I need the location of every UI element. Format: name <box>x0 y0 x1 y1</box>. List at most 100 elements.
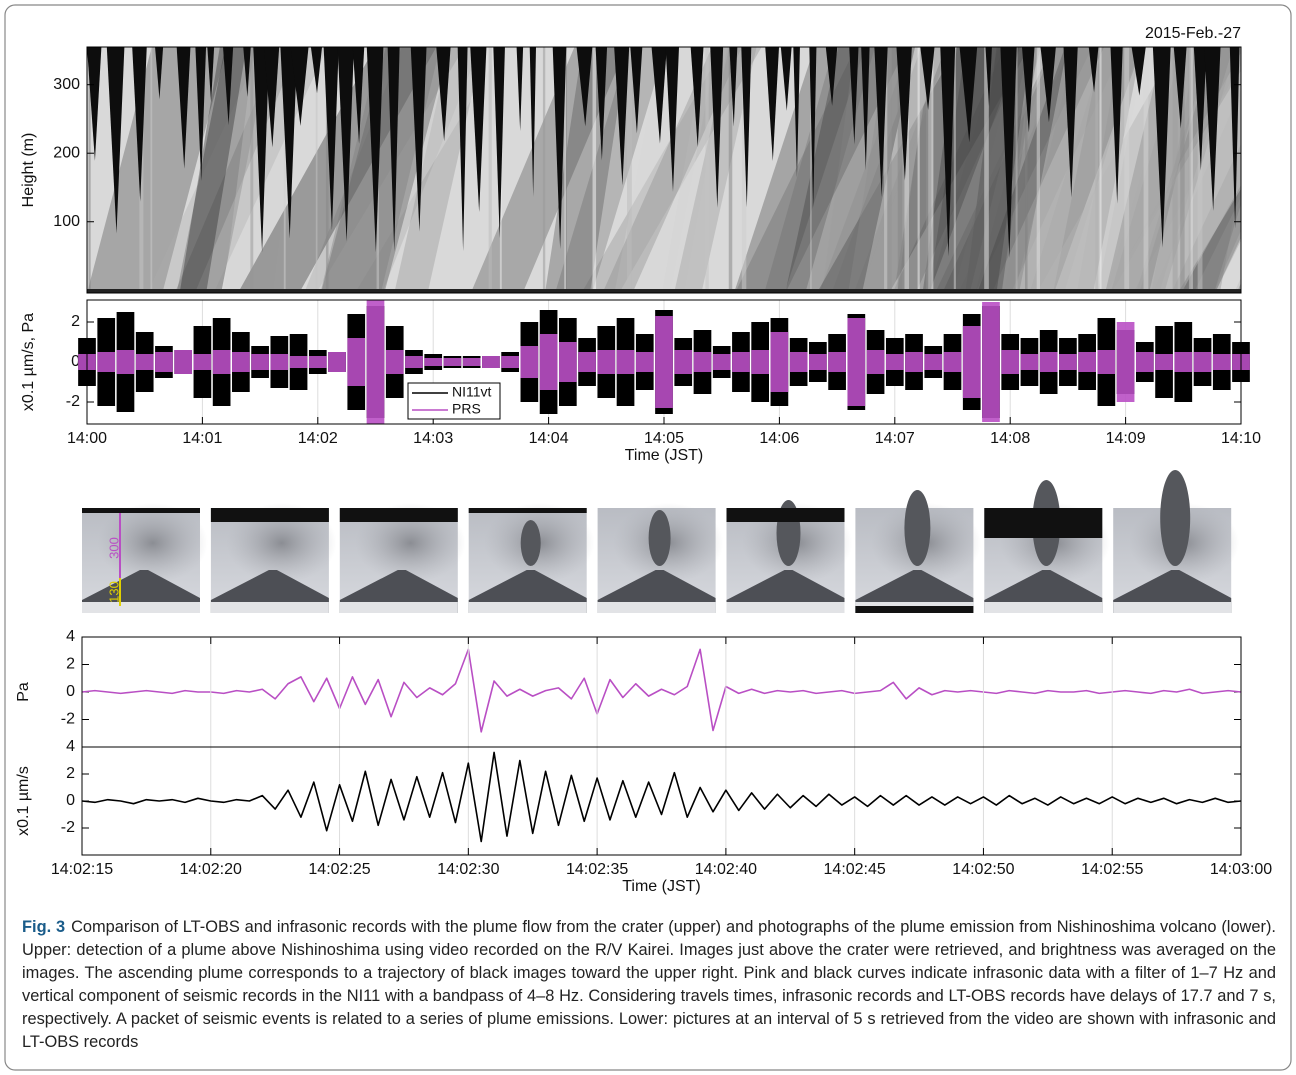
frame-strip <box>150 47 153 293</box>
plume-streak <box>958 47 1124 293</box>
envelope-bar <box>905 352 923 372</box>
caption: Fig. 3 Comparison of LT-OBS and infrasoni… <box>22 916 1276 1054</box>
frame-strip <box>1189 47 1193 293</box>
dark-spike <box>1063 47 1078 198</box>
plume-streak <box>928 47 1051 293</box>
envelope-bar <box>635 352 654 372</box>
envelope-bar <box>97 352 116 372</box>
plume-streak <box>1193 196 1241 293</box>
envelope-bar <box>732 352 750 372</box>
photo-mask <box>726 508 845 522</box>
plume-streak <box>953 47 1041 293</box>
frame-strip <box>917 47 920 293</box>
envelope-bar <box>866 350 885 374</box>
envelope-bar <box>558 342 577 382</box>
dark-spike <box>552 47 567 250</box>
dark-spike <box>765 47 780 161</box>
y-tick-label: 300 <box>53 76 80 93</box>
envelope-bar <box>308 356 327 368</box>
dark-spike <box>665 47 680 192</box>
envelope-bar <box>674 350 693 374</box>
y-tick-label: -2 <box>66 393 80 410</box>
x-axis-label: Time (JST) <box>622 878 701 895</box>
y-tick-label: -2 <box>61 711 75 728</box>
plume-streak <box>320 47 441 293</box>
plume-streak <box>174 47 299 293</box>
envelope-bar <box>1001 350 1020 374</box>
photo-cloud <box>355 503 466 583</box>
frame-strip <box>1036 47 1040 293</box>
envelope-bar <box>232 352 250 372</box>
dark-spike <box>195 47 207 181</box>
envelope-bar <box>174 350 193 374</box>
y-tick-label: 2 <box>71 313 80 330</box>
plume-streak <box>942 47 1105 293</box>
dark-spike <box>516 47 524 132</box>
envelope-bar <box>135 354 154 370</box>
photo <box>984 480 1111 613</box>
y-tick-label: 2 <box>66 656 75 673</box>
dark-spike <box>1173 47 1187 129</box>
envelope-bar <box>693 352 712 372</box>
photo <box>1113 470 1239 613</box>
photo-mask <box>855 606 974 613</box>
dark-spike <box>874 47 888 197</box>
envelope-bar <box>443 358 462 366</box>
envelope-bar <box>847 318 866 406</box>
frame-strip <box>488 47 492 293</box>
y-tick-label: -2 <box>61 819 75 836</box>
photo-label-300: 300 <box>106 537 121 559</box>
y-tick-label: 4 <box>66 628 75 645</box>
plume-streak <box>179 47 247 293</box>
envelope-bar <box>982 302 1000 422</box>
dark-spike <box>243 47 251 97</box>
x-tick-label: 14:04 <box>529 430 569 447</box>
photo <box>82 503 208 613</box>
y-axis-label: x0.1 µm/s, Pa <box>20 313 37 411</box>
dark-spike <box>780 47 792 111</box>
envelope-bar <box>155 352 173 372</box>
envelope-bar <box>482 356 500 368</box>
frame-strip <box>1015 47 1018 293</box>
plume-streak <box>147 47 328 293</box>
dark-spike <box>861 47 870 171</box>
x-tick-label: 14:02:25 <box>308 861 370 878</box>
plot-frame <box>86 299 1242 425</box>
x-tick-label: 14:02 <box>298 430 338 447</box>
photo-sea <box>597 602 716 613</box>
legend-label: PRS <box>452 401 481 417</box>
dark-spike <box>155 47 164 100</box>
envelope-bar <box>405 356 423 368</box>
envelope-bar <box>751 350 770 374</box>
photo-sea <box>468 602 587 613</box>
x-tick-label: 14:09 <box>1106 430 1146 447</box>
envelope-bar <box>347 338 366 386</box>
dark-spike <box>1229 47 1240 229</box>
photo-sea <box>726 602 845 613</box>
x-tick-label: 14:02:50 <box>952 861 1014 878</box>
envelope-bar <box>1097 350 1116 374</box>
dark-spike <box>366 47 384 253</box>
frame-strip <box>1188 47 1191 293</box>
photo-mask <box>984 508 1103 538</box>
plume-image <box>87 47 1241 293</box>
dark-spike <box>793 47 800 178</box>
photo-label-130: 130 <box>106 581 121 603</box>
y-tick-label: 0 <box>71 353 80 370</box>
dark-spike <box>280 47 298 239</box>
photo-cloud <box>226 503 337 583</box>
frame-strip <box>542 47 546 293</box>
envelope-bar <box>1059 354 1077 370</box>
x-tick-label: 14:00 <box>67 430 107 447</box>
photo-sea <box>1113 602 1232 613</box>
photo <box>210 503 337 613</box>
envelope-bar <box>712 354 731 370</box>
dark-spike <box>310 47 323 94</box>
frame-strip <box>884 47 888 293</box>
plume-streak <box>816 47 1030 293</box>
x-tick-label: 14:01 <box>182 430 222 447</box>
caption-text: Comparison of LT-OBS and infrasonic reco… <box>22 918 1276 1051</box>
dark-spike <box>1040 47 1056 123</box>
